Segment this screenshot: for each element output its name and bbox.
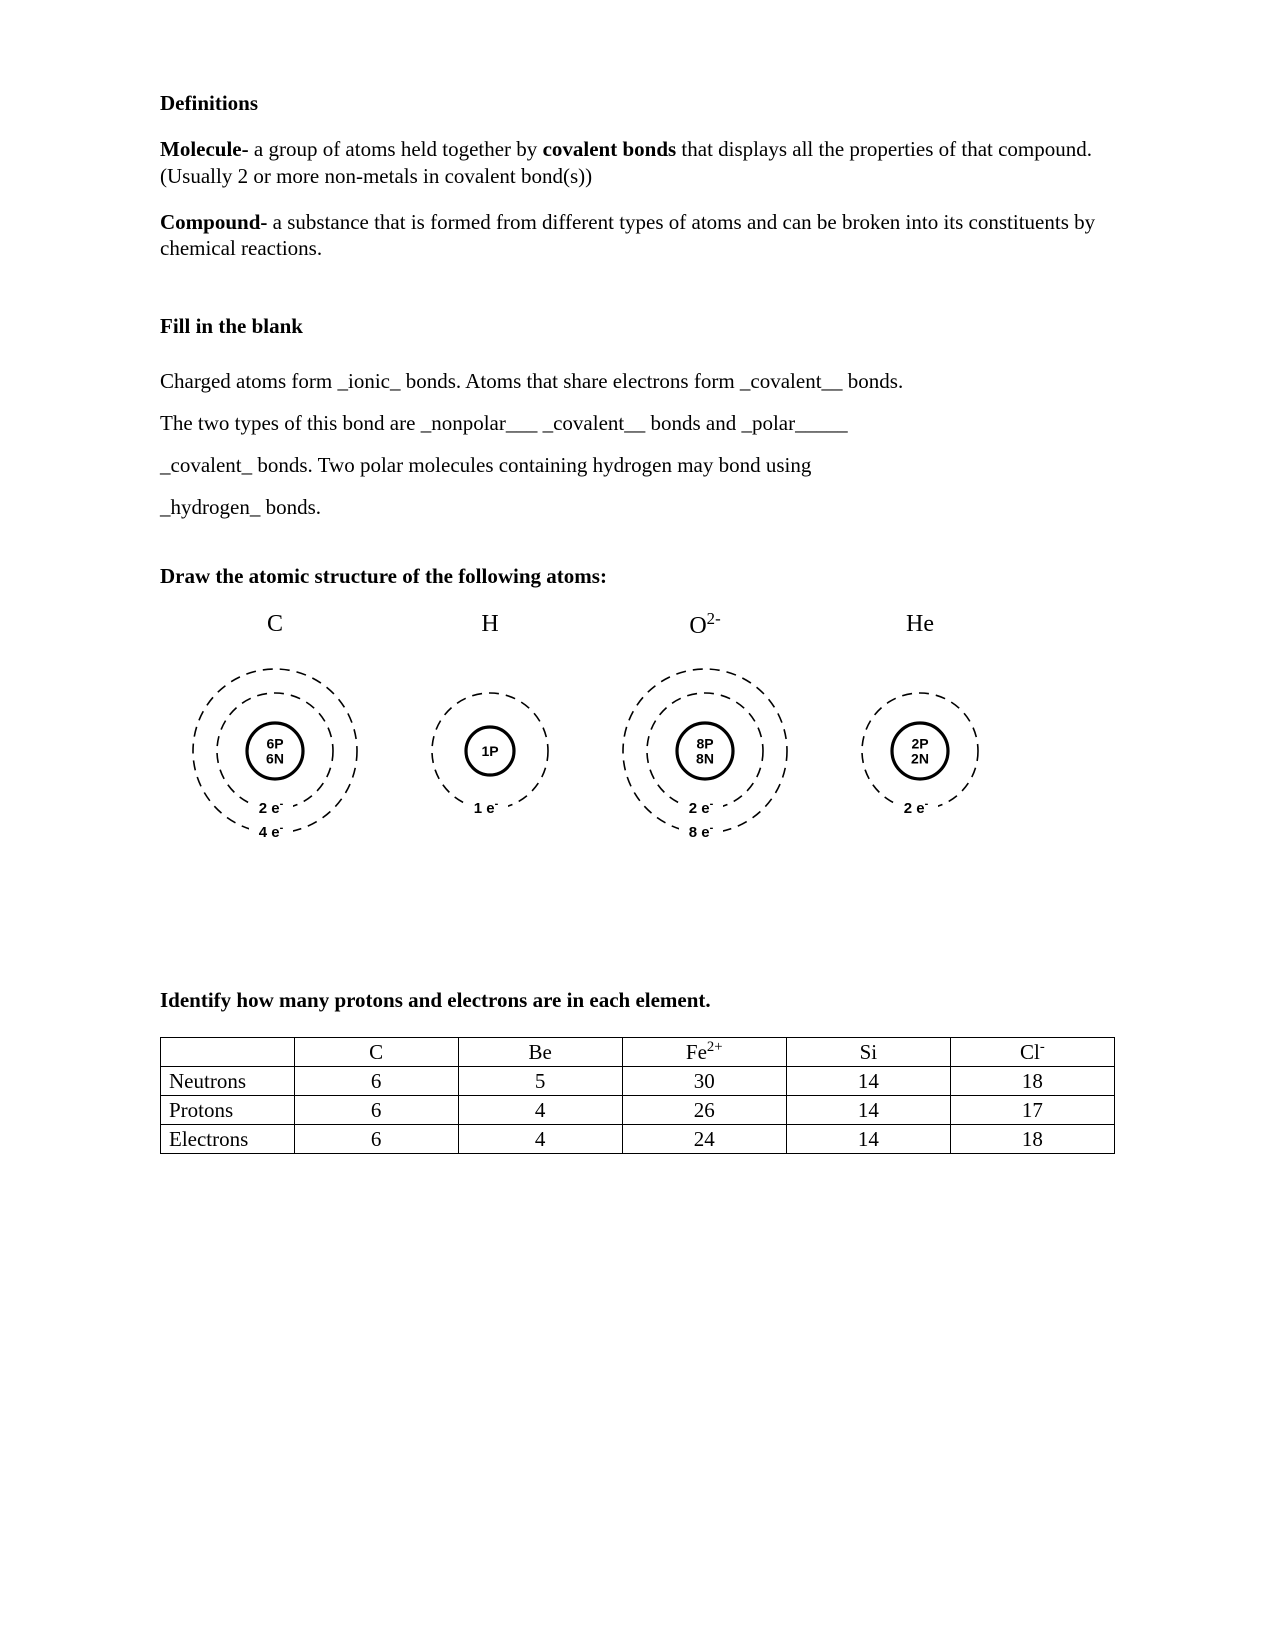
table-cell: 5	[458, 1067, 622, 1096]
atom-diagram: 8P8N2 e-8 e-	[590, 647, 820, 867]
atom-label: O2-	[689, 609, 720, 637]
row-label-cell: Electrons	[161, 1125, 295, 1154]
worksheet-page: Definitions Molecule- a group of atoms h…	[0, 0, 1275, 1650]
svg-text:6N: 6N	[266, 750, 284, 766]
atoms-row: C 6P6N2 e-4 e- H 1P1 e- O2- 8P8N2 e-8 e- He 2P2…	[160, 609, 1115, 867]
atom-cell: He 2P2N2 e-	[820, 609, 1020, 867]
compound-text: a substance that is formed from differen…	[160, 210, 1095, 260]
svg-text:6P: 6P	[266, 735, 283, 751]
table-row: Protons64261417	[161, 1096, 1115, 1125]
molecule-term: Molecule-	[160, 137, 249, 161]
table-cell: 18	[950, 1067, 1114, 1096]
table-cell: 4	[458, 1125, 622, 1154]
table-header-cell: Si	[786, 1038, 950, 1067]
table-cell: 18	[950, 1125, 1114, 1154]
table-cell: 4	[458, 1096, 622, 1125]
table-cell: 6	[294, 1067, 458, 1096]
svg-text:2N: 2N	[911, 750, 929, 766]
atom-cell: C 6P6N2 e-4 e-	[160, 609, 390, 867]
table-header-cell	[161, 1038, 295, 1067]
table-header-row: CBeFe2+SiCl-	[161, 1038, 1115, 1067]
svg-text:2P: 2P	[911, 735, 928, 751]
atom-cell: O2- 8P8N2 e-8 e-	[590, 609, 820, 867]
table-cell: 24	[622, 1125, 786, 1154]
table-header-cell: Fe2+	[622, 1038, 786, 1067]
table-cell: 30	[622, 1067, 786, 1096]
identify-heading: Identify how many protons and electrons …	[160, 987, 1115, 1013]
definitions-heading: Definitions	[160, 90, 1115, 116]
fill-blank-heading: Fill in the blank	[160, 313, 1115, 339]
table-cell: 14	[786, 1096, 950, 1125]
fill-line-3: _covalent_ bonds. Two polar molecules co…	[160, 452, 1115, 478]
identify-section: Identify how many protons and electrons …	[160, 987, 1115, 1154]
svg-text:1P: 1P	[481, 743, 498, 759]
fill-line-2: The two types of this bond are _nonpolar…	[160, 410, 1115, 436]
molecule-definition: Molecule- a group of atoms held together…	[160, 136, 1115, 189]
table-row: Electrons64241418	[161, 1125, 1115, 1154]
compound-term: Compound-	[160, 210, 267, 234]
atom-label: He	[906, 609, 934, 637]
table-cell: 6	[294, 1096, 458, 1125]
table-header-cell: Be	[458, 1038, 622, 1067]
compound-definition: Compound- a substance that is formed fro…	[160, 209, 1115, 262]
molecule-bold: covalent bonds	[543, 137, 677, 161]
table-row: Neutrons65301418	[161, 1067, 1115, 1096]
atom-diagram: 6P6N2 e-4 e-	[160, 647, 390, 867]
row-label-cell: Neutrons	[161, 1067, 295, 1096]
atom-label: C	[267, 609, 283, 637]
atom-diagram: 2P2N2 e-	[820, 647, 1020, 867]
table-cell: 6	[294, 1125, 458, 1154]
molecule-text-1: a group of atoms held together by	[249, 137, 543, 161]
table-cell: 14	[786, 1125, 950, 1154]
draw-heading: Draw the atomic structure of the followi…	[160, 563, 1115, 589]
atom-diagram: 1P1 e-	[390, 647, 590, 867]
table-header-cell: C	[294, 1038, 458, 1067]
atom-label: H	[481, 609, 498, 637]
fill-line-1: Charged atoms form _ionic_ bonds. Atoms …	[160, 368, 1115, 394]
table-cell: 14	[786, 1067, 950, 1096]
fill-blank-section: Fill in the blank Charged atoms form _io…	[160, 313, 1115, 520]
proton-electron-table: CBeFe2+SiCl-Neutrons65301418Protons64261…	[160, 1037, 1115, 1154]
atom-cell: H 1P1 e-	[390, 609, 590, 867]
table-cell: 26	[622, 1096, 786, 1125]
svg-text:8N: 8N	[696, 750, 714, 766]
table-cell: 17	[950, 1096, 1114, 1125]
draw-section: Draw the atomic structure of the followi…	[160, 563, 1115, 867]
row-label-cell: Protons	[161, 1096, 295, 1125]
definitions-section: Definitions Molecule- a group of atoms h…	[160, 90, 1115, 261]
svg-text:8P: 8P	[696, 735, 713, 751]
fill-line-4: _hydrogen_ bonds.	[160, 494, 1115, 520]
table-header-cell: Cl-	[950, 1038, 1114, 1067]
